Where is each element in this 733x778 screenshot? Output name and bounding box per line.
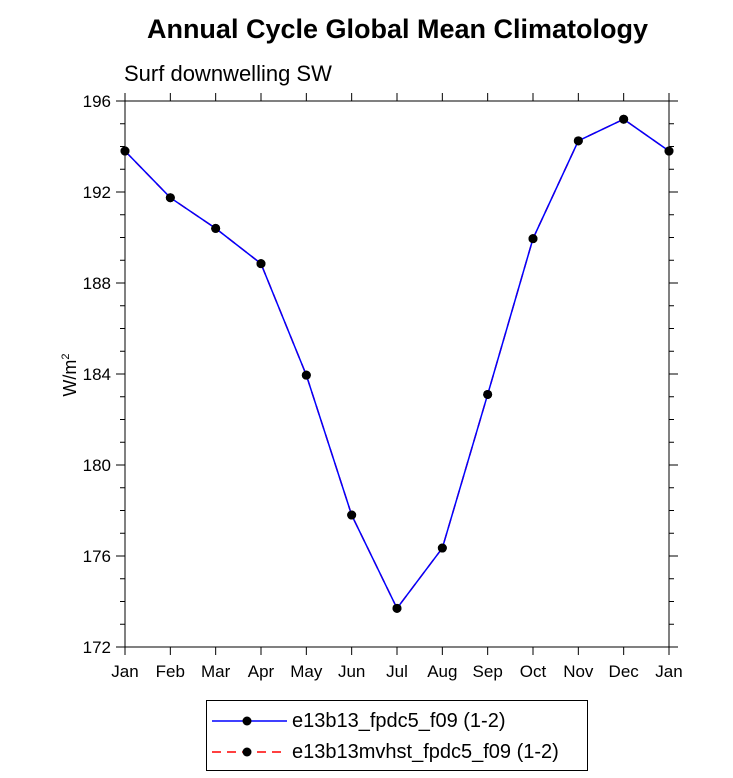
line-chart: 172 176 180 184 188 192 196 Jan Feb Mar Apr May Jun J… [83, 92, 683, 681]
y-tick-label: 192 [83, 183, 111, 202]
data-point [437, 543, 447, 553]
plot-frame [124, 100, 670, 648]
y-tick-label: 180 [83, 456, 111, 475]
x-tick-label: May [290, 662, 323, 681]
series-line-2 [124, 118, 670, 610]
x-tick-label: Aug [427, 662, 457, 681]
data-point [619, 114, 629, 124]
data-point [528, 234, 538, 244]
series-2 [120, 114, 674, 613]
x-tick-label: Dec [609, 662, 640, 681]
x-tick-label: Jul [386, 662, 408, 681]
data-point [256, 259, 266, 269]
data-point [211, 223, 221, 233]
x-tick-label: Sep [473, 662, 503, 681]
chart-subtitle: Surf downwelling SW [124, 61, 332, 86]
series-layer [120, 114, 674, 613]
x-tick-label: Jan [655, 662, 682, 681]
data-point [165, 193, 175, 203]
data-point [347, 510, 357, 520]
x-tick-label: Nov [563, 662, 594, 681]
y-tick-label: 188 [83, 274, 111, 293]
axes: 172 176 180 184 188 192 196 Jan Feb Mar Apr May Jun J… [83, 92, 683, 681]
x-tick-label: Oct [520, 662, 547, 681]
legend-label-2: e13b13mvhst_fpdc5_f09 (1-2) [292, 741, 559, 763]
data-point [573, 136, 583, 146]
legend-marker-1 [242, 716, 252, 726]
legend-label-1: e13b13_fpdc5_f09 (1-2) [292, 710, 506, 732]
series-1 [120, 114, 674, 613]
data-point [664, 146, 674, 156]
legend-entry-1: e13b13_fpdc5_f09 (1-2) [207, 706, 587, 736]
data-point [301, 370, 311, 380]
data-point [483, 389, 493, 399]
legend: e13b13_fpdc5_f09 (1-2) e13b13mvhst_fpdc5… [206, 700, 588, 771]
legend-marker-2 [242, 747, 252, 757]
series-line-1 [124, 118, 670, 610]
y-tick-label: 176 [83, 547, 111, 566]
y-tick-label: 184 [83, 365, 111, 384]
x-tick-label: Mar [201, 662, 231, 681]
x-tick-label: Jan [111, 662, 138, 681]
x-tick-label: Jun [338, 662, 365, 681]
x-tick-label: Apr [248, 662, 275, 681]
y-tick-label: 172 [83, 638, 111, 657]
y-tick-label: 196 [83, 92, 111, 111]
data-point [392, 603, 402, 613]
x-tick-label: Feb [156, 662, 185, 681]
legend-entry-2: e13b13mvhst_fpdc5_f09 (1-2) [207, 737, 587, 767]
data-point [120, 146, 130, 156]
chart-title: Annual Cycle Global Mean Climatology [146, 14, 649, 44]
